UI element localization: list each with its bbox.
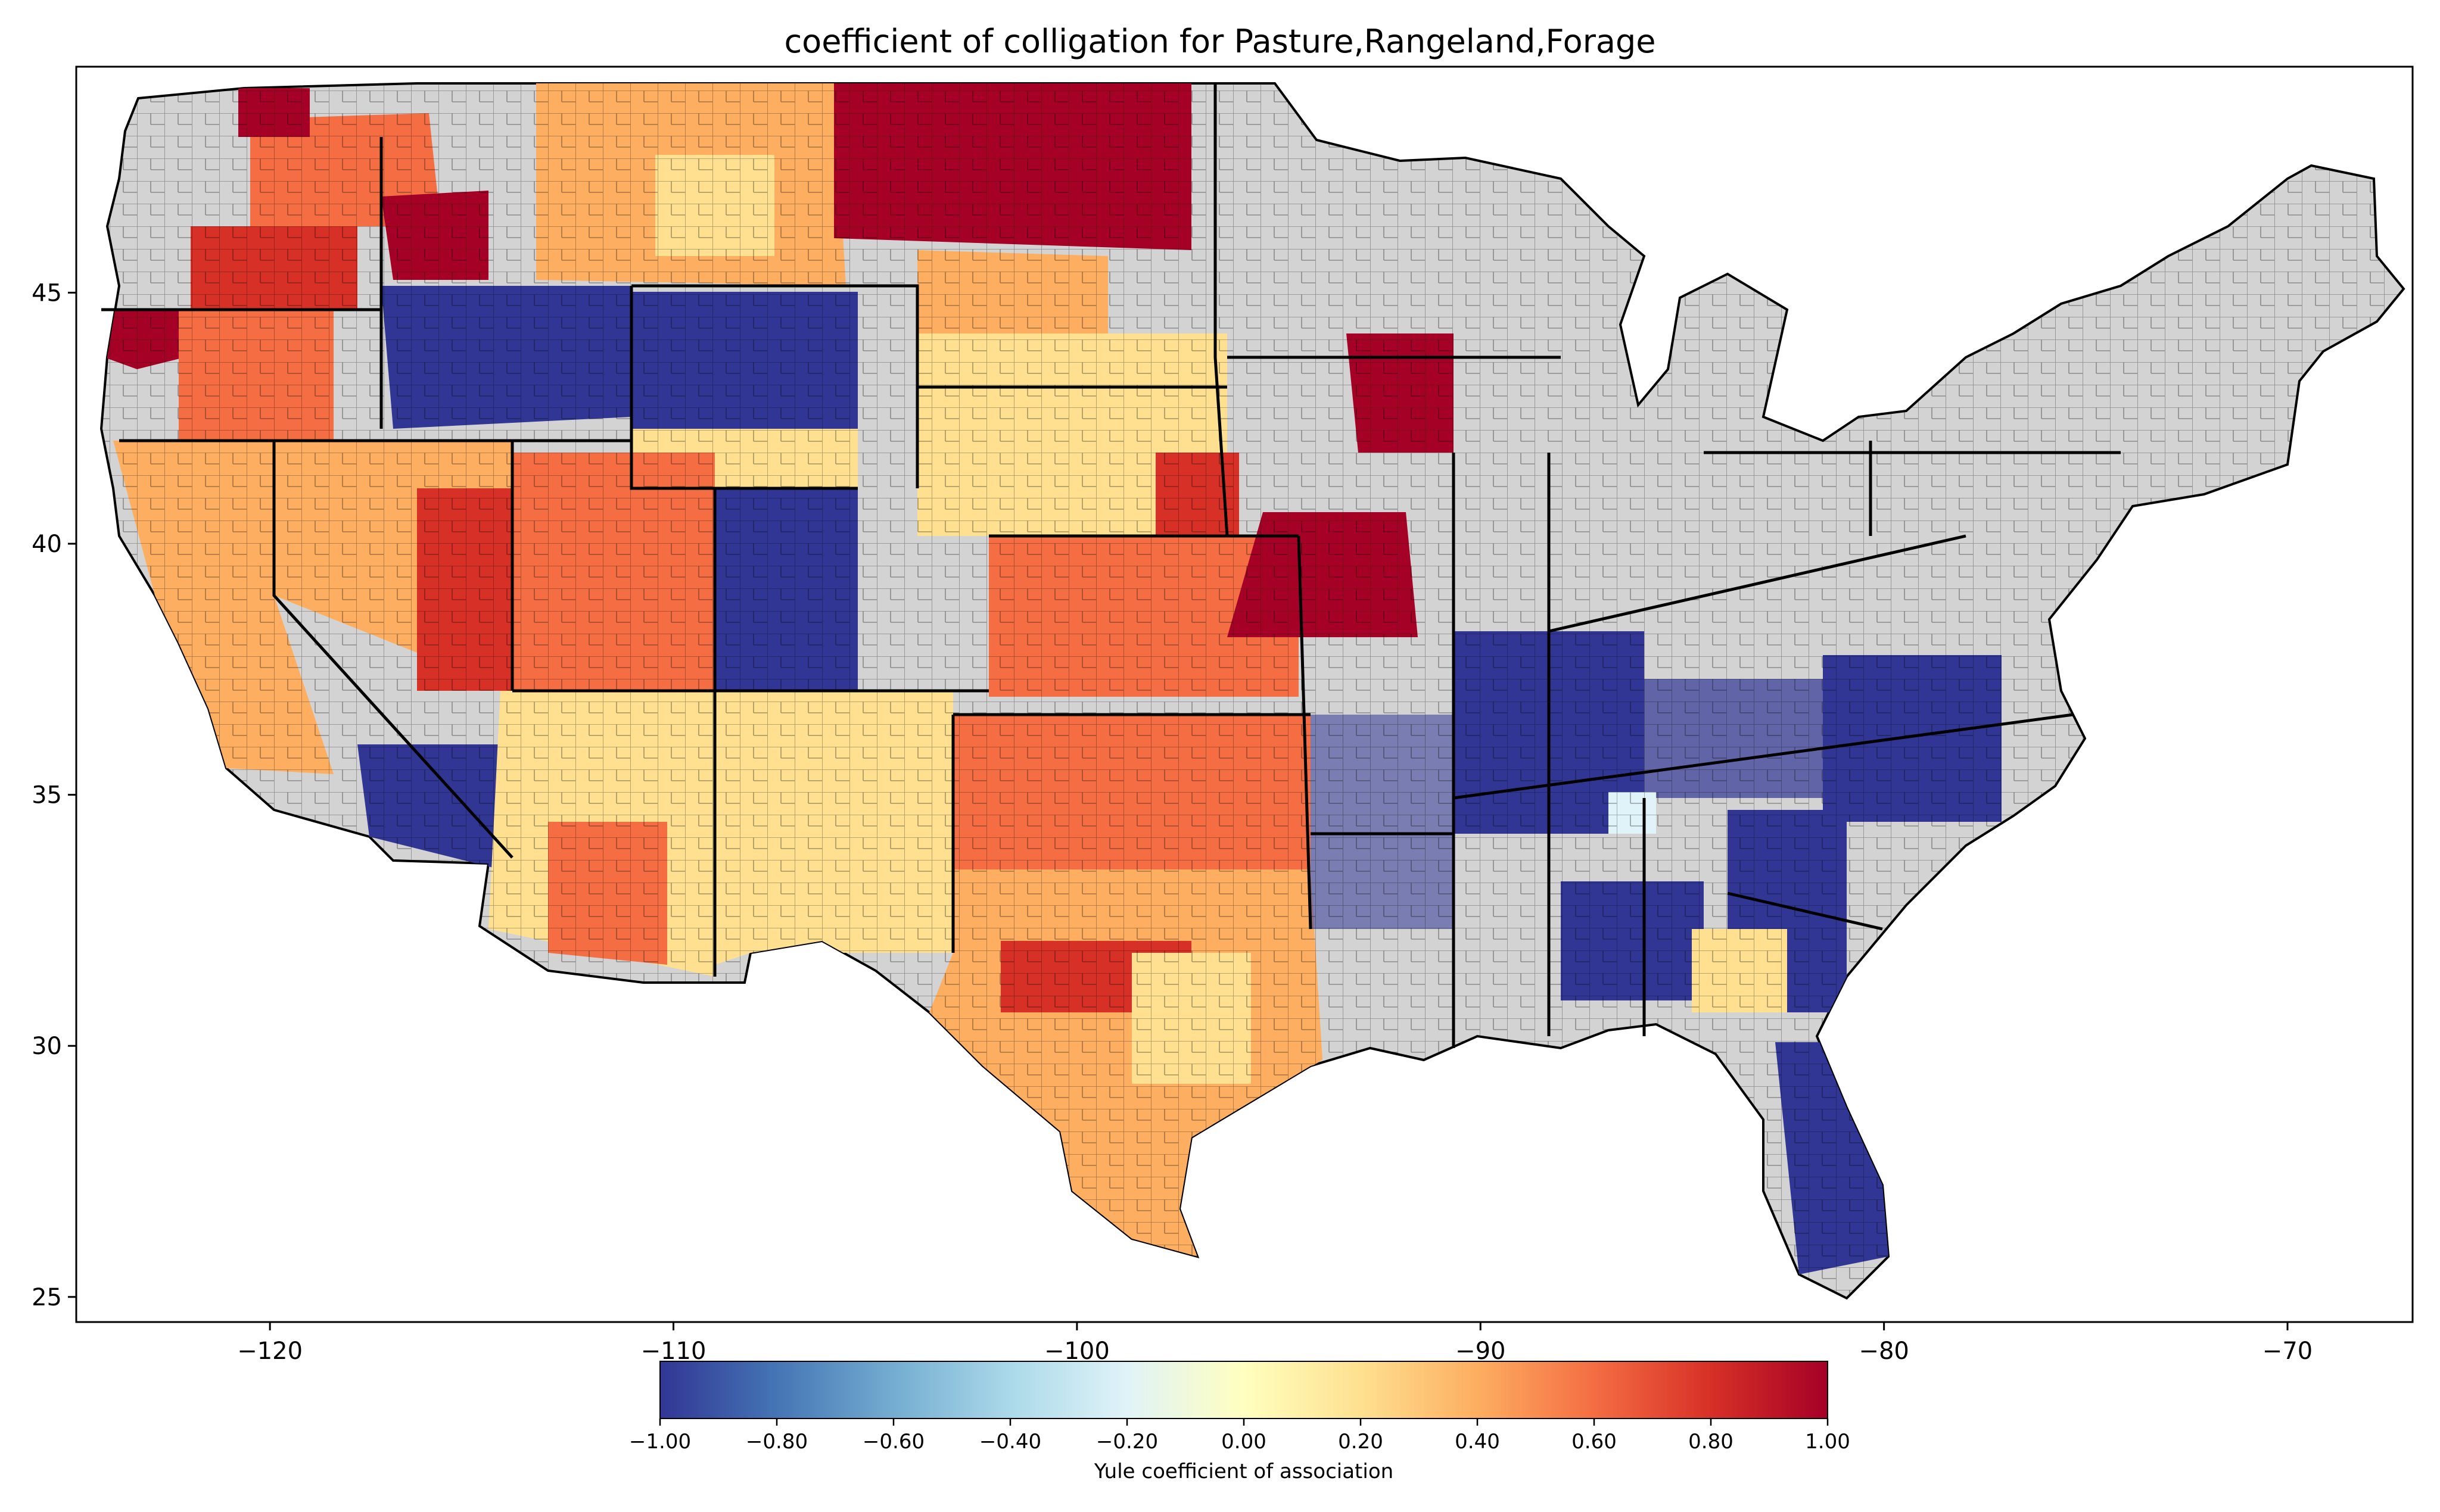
colorbar-tick-label: 1.00 — [1805, 1430, 1850, 1454]
colorbar-tick-label: 0.00 — [1221, 1430, 1266, 1454]
x-tick-label: −120 — [237, 1338, 303, 1365]
x-tick-label: −80 — [1859, 1338, 1909, 1365]
colorbar-tick-label: −0.60 — [863, 1430, 925, 1454]
colorbar-ticks: −1.00 −0.80 −0.60 −0.40 −0.20 0.00 0.20 0.40 0.6… — [629, 1419, 1850, 1454]
colorbar-gradient — [659, 1361, 1828, 1419]
y-tick-label: 35 — [32, 782, 62, 809]
county-grid — [101, 83, 2404, 1298]
x-tick-label: −90 — [1455, 1338, 1505, 1365]
y-tick-label: 40 — [32, 531, 62, 558]
colorbar: −1.00 −0.80 −0.60 −0.40 −0.20 0.00 0.20 0.40 0.6… — [629, 1361, 1850, 1483]
colorbar-tick-label: −1.00 — [629, 1430, 691, 1454]
state-borders — [101, 83, 2121, 1048]
colorbar-tick-label: 0.20 — [1338, 1430, 1383, 1454]
x-tick-label: −70 — [2262, 1338, 2313, 1365]
colorbar-tick-label: 0.80 — [1688, 1430, 1733, 1454]
colorbar-tick-label: −0.80 — [746, 1430, 808, 1454]
colorbar-tick-label: 0.60 — [1571, 1430, 1617, 1454]
axes-frame — [75, 66, 2414, 1323]
colorbar-tick-label: −0.40 — [979, 1430, 1041, 1454]
x-tick-label: −110 — [641, 1338, 707, 1365]
colorbar-label: Yule coefficient of association — [1094, 1460, 1393, 1483]
y-tick-label: 30 — [32, 1033, 62, 1060]
y-tick-label: 25 — [32, 1284, 62, 1311]
colorbar-tick-label: 0.40 — [1455, 1430, 1500, 1454]
colorbar-tick-label: −0.20 — [1096, 1430, 1158, 1454]
y-axis: 25 30 35 40 45 — [32, 279, 76, 1311]
x-tick-label: −100 — [1044, 1338, 1110, 1365]
y-tick-label: 45 — [32, 279, 62, 307]
x-axis: −120 −110 −100 −90 −80 −70 — [237, 1322, 2313, 1365]
map-area — [76, 67, 2413, 1322]
chart-title: coefficient of colligation for Pasture,R… — [784, 23, 1655, 60]
